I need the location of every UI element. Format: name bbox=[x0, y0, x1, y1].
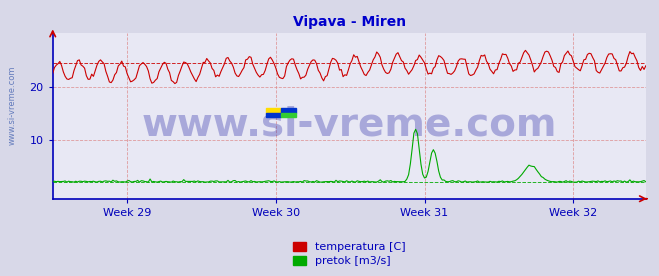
Bar bbox=[266, 113, 281, 117]
Title: Vipava - Miren: Vipava - Miren bbox=[293, 15, 406, 29]
Bar bbox=[266, 108, 281, 113]
Bar bbox=[281, 113, 296, 117]
Legend: temperatura [C], pretok [m3/s]: temperatura [C], pretok [m3/s] bbox=[289, 237, 410, 270]
Text: www.si-vreme.com: www.si-vreme.com bbox=[142, 105, 557, 143]
Text: www.si-vreme.com: www.si-vreme.com bbox=[8, 65, 17, 145]
Bar bbox=[281, 108, 296, 113]
